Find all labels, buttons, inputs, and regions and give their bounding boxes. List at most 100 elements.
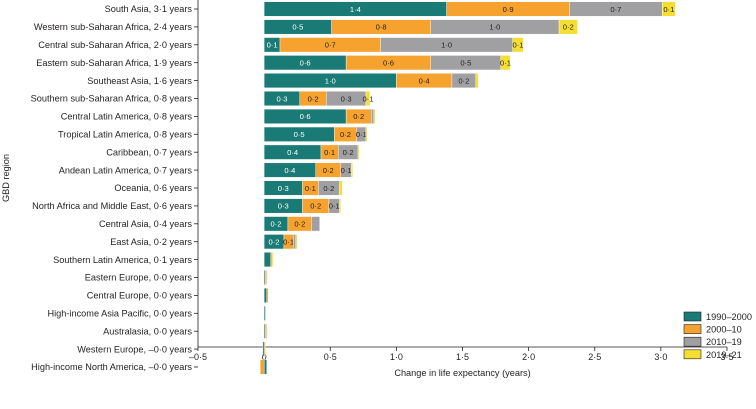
data-label: 0·2 — [343, 148, 354, 157]
bar-segment — [259, 359, 265, 375]
data-label: 0·7 — [610, 5, 621, 14]
bar-segment — [293, 234, 297, 250]
data-label: 1·0 — [441, 41, 452, 50]
bar-segment — [475, 73, 479, 89]
data-label: 0·1 — [324, 148, 335, 157]
bar-segment — [365, 91, 371, 106]
data-label: 0·1 — [305, 184, 316, 193]
data-label: 0·1 — [329, 202, 340, 211]
category-label: High-income Asia Pacific, 0·0 years — [47, 309, 192, 319]
x-tick-label: 0·5 — [324, 352, 337, 362]
bar-segment — [558, 19, 578, 35]
legend-label: 1990–2000 — [706, 312, 752, 322]
data-label: 0·1 — [362, 94, 373, 103]
bar-segment — [271, 252, 274, 268]
legend-swatch — [683, 336, 702, 347]
x-tick-label: 0 — [262, 352, 267, 362]
category-label: Caribbean, 0·7 years — [106, 147, 192, 157]
data-label: 0·2 — [458, 76, 469, 85]
x-tick-label: –0·5 — [189, 352, 207, 362]
data-label: 1·0 — [325, 76, 336, 85]
bar-segment — [512, 37, 524, 53]
bar-segment — [373, 108, 376, 124]
x-axis-title: Change in life expectancy (years) — [394, 368, 530, 378]
data-label: 0·1 — [500, 59, 511, 68]
data-label: 0·6 — [300, 59, 311, 68]
bar-segment — [263, 252, 271, 268]
category-label: South Asia, 3·1 years — [105, 4, 193, 14]
x-tick-label: 1·0 — [390, 352, 403, 362]
data-label: 0·1 — [283, 238, 294, 247]
category-label: Andean Latin America, 0·7 years — [59, 165, 193, 175]
category-label: Oceania, 0·6 years — [114, 183, 192, 193]
category-label: Southern Latin America, 0·1 years — [53, 255, 192, 265]
data-label: 0·2 — [310, 202, 321, 211]
x-tick-label: 3·0 — [654, 352, 667, 362]
bar-segment — [263, 341, 266, 357]
bar-segment — [365, 126, 368, 142]
data-label: 0·2 — [271, 220, 282, 229]
category-label: Southeast Asia, 1·6 years — [87, 76, 192, 86]
category-label: East Asia, 0·2 years — [110, 237, 192, 247]
bar-segment — [357, 144, 360, 160]
legend-label: 2010–19 — [706, 337, 742, 347]
data-label: 0·5 — [292, 23, 303, 32]
data-label: 0·1 — [513, 41, 524, 50]
legend-label: 2019–21 — [706, 350, 742, 360]
data-label: 0·1 — [341, 166, 352, 175]
data-label: 0·9 — [503, 5, 514, 14]
data-label: 0·1 — [267, 41, 278, 50]
data-label: 0·4 — [287, 148, 298, 157]
data-label: 0·2 — [294, 220, 305, 229]
bar-segment — [339, 198, 342, 214]
x-tick-label: 2·5 — [588, 352, 601, 362]
data-label: 0·6 — [383, 59, 394, 68]
legend-label: 2000–10 — [706, 325, 742, 335]
data-label: 0·3 — [278, 184, 289, 193]
category-label: Western Europe, –0·0 years — [77, 344, 192, 354]
data-label: 0·2 — [340, 130, 351, 139]
plot-area: South Asia, 3·1 years Western sub-Saharan… — [31, 0, 734, 375]
data-label: 1·0 — [489, 23, 500, 32]
legend: 1990–2000 2000–10 2010–19 2019–21 — [683, 311, 752, 360]
category-label: High-income North America, –0·0 years — [31, 362, 192, 372]
data-label: 0·2 — [353, 112, 364, 121]
category-label: Central Europe, 0·0 years — [87, 291, 193, 301]
bar-segment — [371, 108, 375, 124]
legend-swatch — [683, 324, 702, 334]
category-label: Eastern sub-Saharan Africa, 1·9 years — [36, 58, 192, 68]
y-axis-title: GBD region — [1, 154, 11, 202]
legend-swatch — [683, 349, 702, 360]
data-label: 0·1 — [356, 130, 367, 139]
data-label: 0·2 — [323, 166, 334, 175]
bar-segment — [295, 234, 298, 250]
bar-segment — [263, 359, 267, 375]
data-label: 0·8 — [376, 23, 387, 32]
category-label: Central Asia, 0·4 years — [99, 219, 192, 229]
category-label: Southern sub-Saharan Africa, 0·8 years — [31, 94, 193, 104]
bar-segment — [339, 180, 343, 196]
category-label: Eastern Europe, 0·0 years — [85, 273, 193, 283]
data-label: 0·5 — [294, 130, 305, 139]
category-label: Central Latin America, 0·8 years — [61, 112, 193, 122]
data-label: 0·6 — [300, 112, 311, 121]
bar-segment — [265, 270, 267, 285]
bar-segment — [265, 323, 267, 339]
data-label: 1·4 — [350, 5, 361, 14]
bar-segment — [266, 287, 269, 303]
data-label: 0·2 — [323, 184, 334, 193]
data-label: 0·2 — [308, 94, 319, 103]
data-label: 0·3 — [278, 202, 289, 211]
data-label: 0·7 — [325, 41, 336, 50]
data-label: 0·5 — [460, 59, 471, 68]
x-tick-label: 3·5 — [720, 352, 733, 362]
x-tick-label: 1·5 — [456, 352, 469, 362]
data-label: 0·4 — [419, 76, 430, 85]
category-label: Western sub-Saharan Africa, 2·4 years — [34, 22, 193, 32]
data-label: 0·1 — [663, 5, 674, 14]
data-label: 0·4 — [284, 166, 295, 175]
data-label: 0·2 — [563, 23, 574, 32]
data-label: 0·3 — [276, 94, 287, 103]
legend-swatch — [683, 311, 702, 322]
